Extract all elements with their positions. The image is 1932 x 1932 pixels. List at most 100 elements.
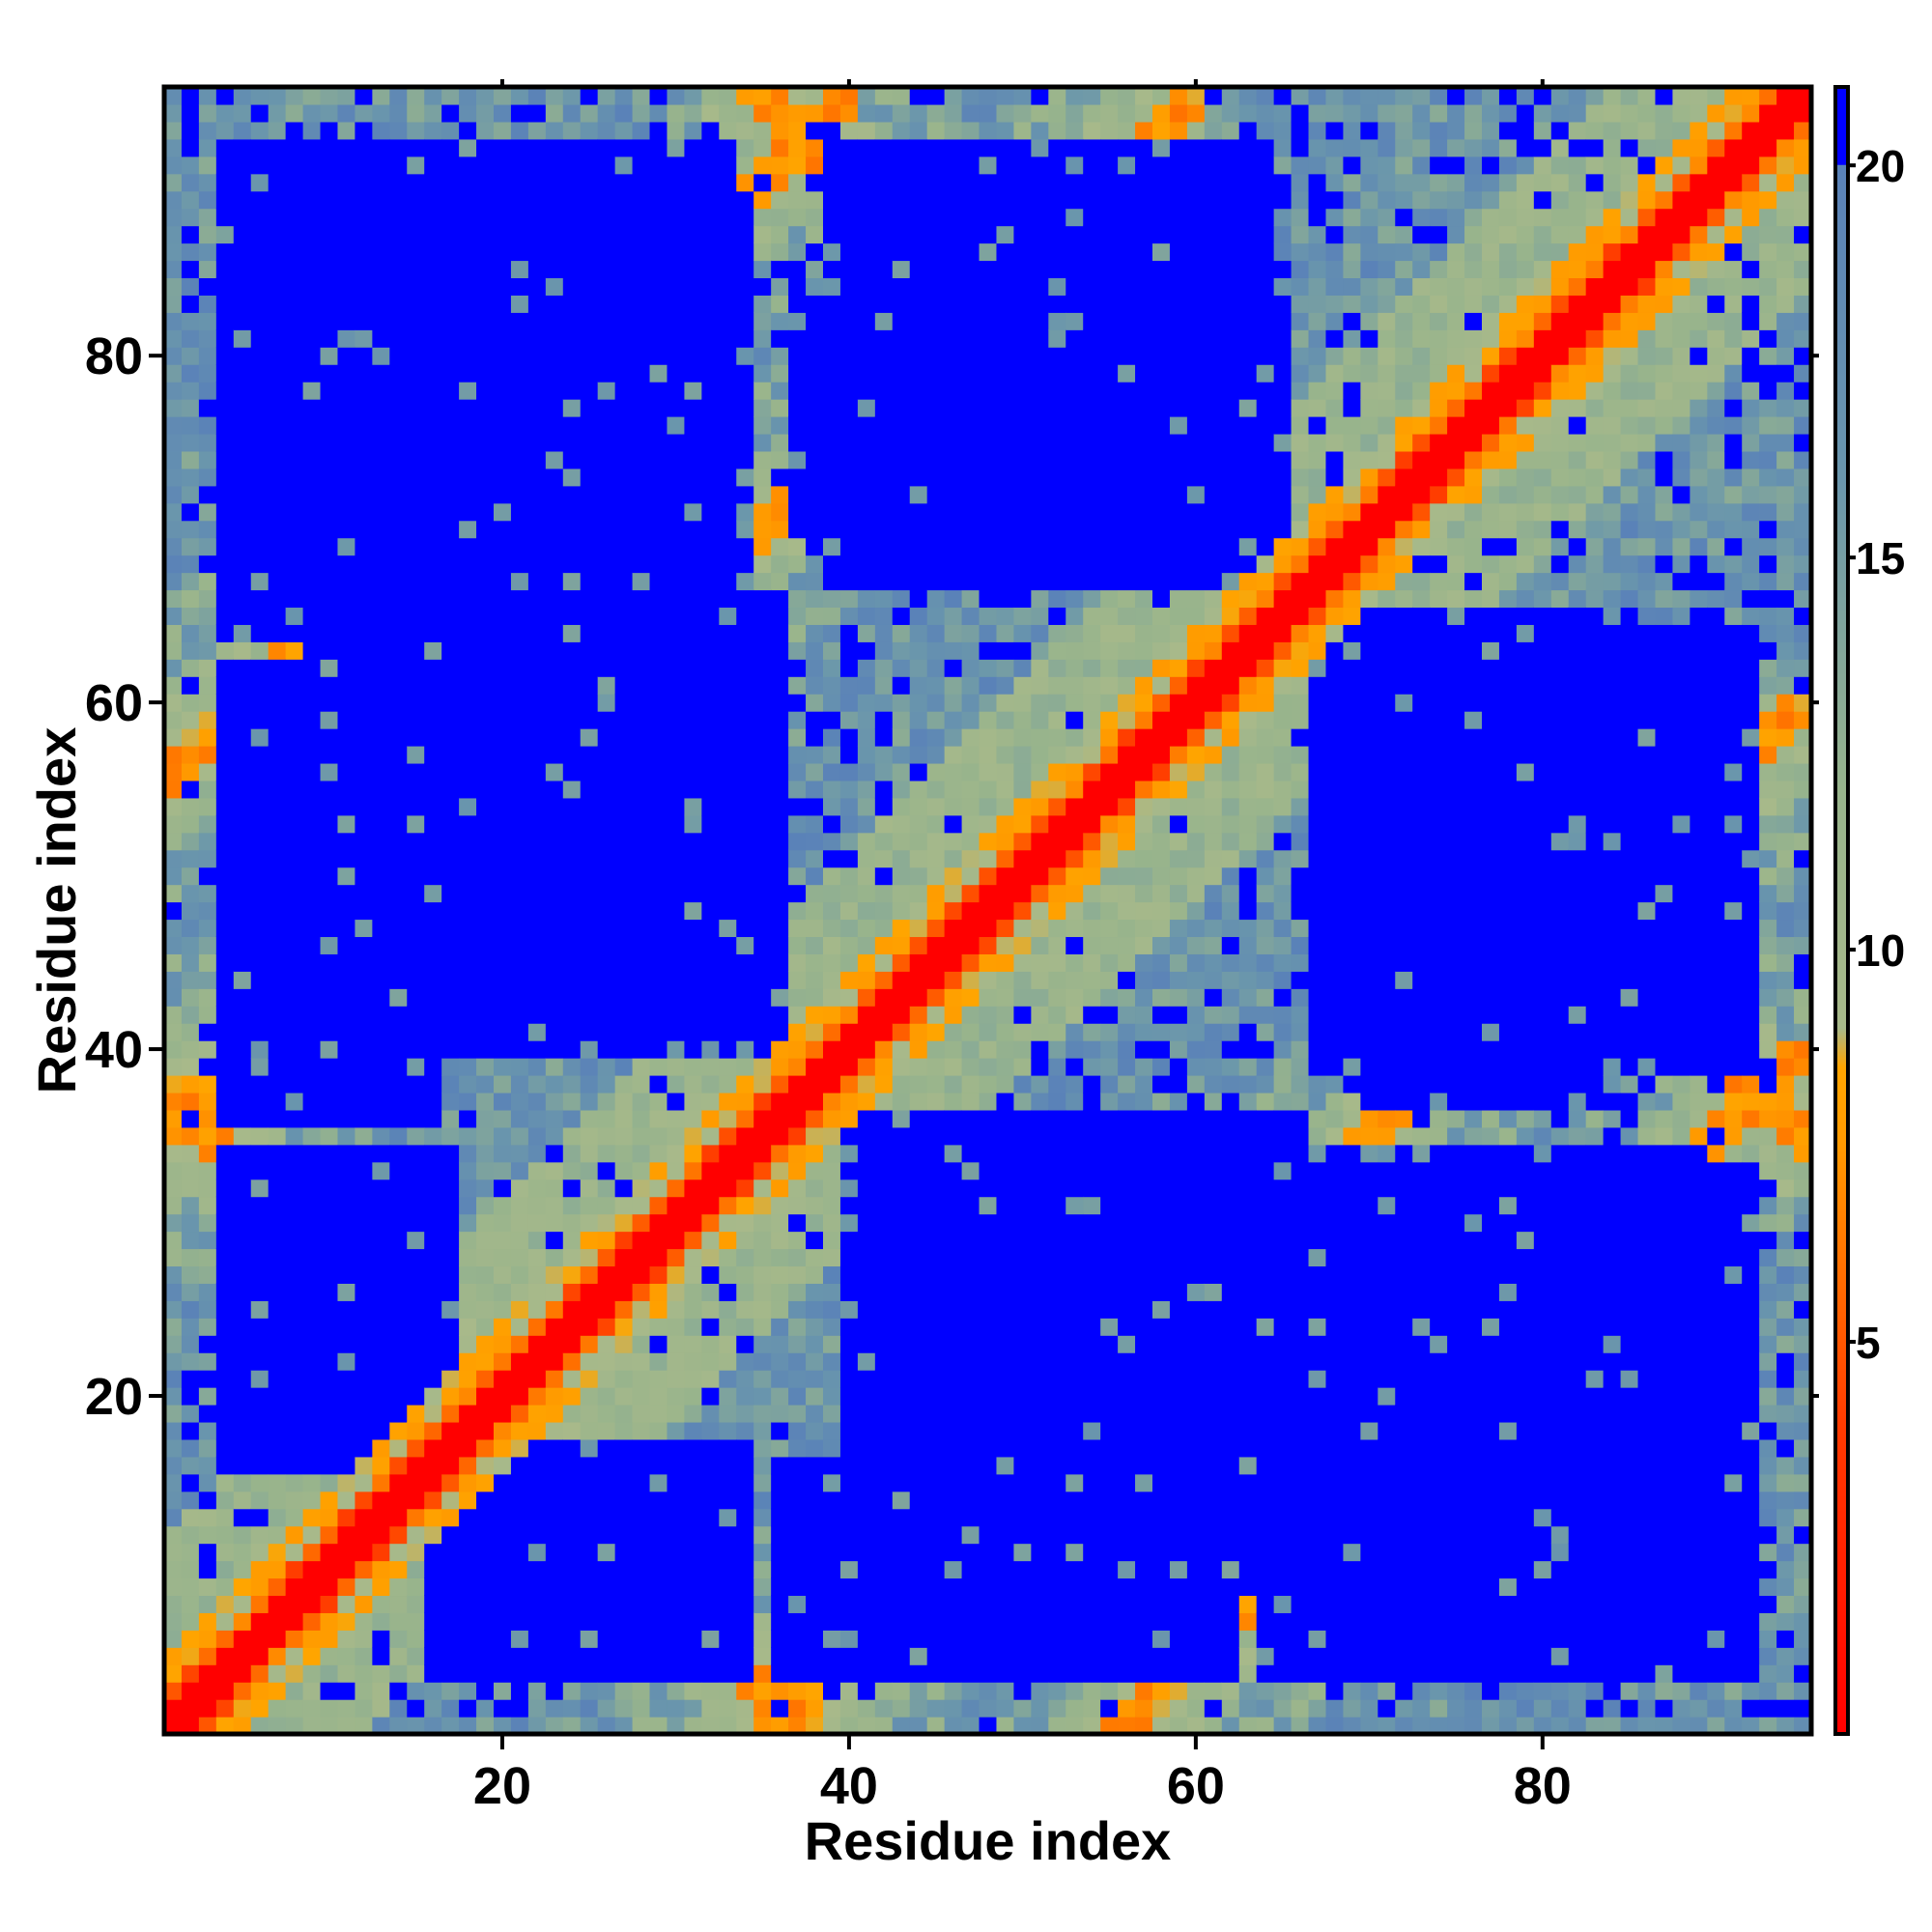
heatmap-cell	[215, 814, 235, 834]
heatmap-cell	[476, 711, 495, 729]
heatmap-cell	[944, 1421, 963, 1440]
heatmap-cell	[285, 1630, 304, 1648]
heatmap-cell	[649, 694, 668, 712]
heatmap-cell	[1031, 867, 1049, 886]
heatmap-cell	[806, 814, 824, 834]
heatmap-cell	[614, 242, 634, 262]
heatmap-cell	[753, 1405, 772, 1423]
heatmap-cell	[771, 971, 789, 989]
heatmap-cell	[736, 814, 754, 834]
heatmap-cell	[510, 364, 529, 383]
heatmap-cell	[1013, 1508, 1032, 1527]
heatmap-cell	[285, 450, 304, 469]
heatmap-cell	[441, 1300, 460, 1319]
heatmap-cell	[302, 797, 322, 816]
heatmap-cell	[545, 329, 564, 348]
heatmap-cell	[753, 1595, 772, 1613]
heatmap-cell	[1048, 1283, 1066, 1301]
heatmap-cell	[268, 572, 287, 591]
heatmap-cell	[979, 1543, 998, 1562]
heatmap-cell	[181, 103, 200, 123]
heatmap-cell	[164, 1023, 183, 1041]
heatmap-cell	[961, 382, 980, 400]
heatmap-cell	[771, 1543, 789, 1562]
heatmap-cell	[527, 832, 547, 851]
heatmap-cell	[337, 1040, 356, 1059]
heatmap-cell	[268, 347, 287, 365]
heatmap-cell	[372, 312, 390, 330]
heatmap-cell	[527, 87, 547, 105]
heatmap-cell	[164, 762, 183, 781]
heatmap-cell	[355, 225, 373, 244]
heatmap-cell	[892, 347, 911, 365]
heatmap-cell	[979, 1126, 998, 1146]
heatmap-cell	[372, 1473, 390, 1492]
heatmap-cell	[580, 312, 599, 330]
heatmap-cell	[944, 450, 963, 469]
heatmap-cell	[181, 364, 200, 383]
heatmap-cell	[892, 156, 911, 175]
heatmap-cell	[233, 867, 252, 886]
heatmap-cell	[545, 1161, 564, 1180]
heatmap-cell	[198, 416, 217, 435]
heatmap-cell	[441, 1248, 460, 1267]
heatmap-cell	[961, 1387, 980, 1406]
heatmap-cell	[181, 624, 200, 642]
heatmap-cell	[1013, 988, 1032, 1007]
heatmap-cell	[545, 1144, 564, 1163]
heatmap-cell	[736, 173, 754, 192]
heatmap-cell	[355, 676, 373, 695]
heatmap-cell	[285, 1438, 304, 1458]
heatmap-cell	[1031, 901, 1049, 921]
heatmap-cell	[355, 919, 373, 938]
heatmap-cell	[389, 537, 408, 556]
heatmap-cell	[250, 329, 270, 348]
heatmap-cell	[372, 1630, 390, 1648]
heatmap-cell	[389, 242, 408, 262]
heatmap-cell	[268, 295, 287, 313]
heatmap-cell	[632, 1543, 651, 1562]
heatmap-cell	[441, 312, 460, 330]
heatmap-cell	[285, 1456, 304, 1475]
heatmap-cell	[701, 589, 720, 609]
heatmap-cell	[268, 277, 287, 296]
heatmap-cell	[684, 1525, 702, 1545]
heatmap-cell	[1048, 190, 1066, 210]
heatmap-cell	[996, 1040, 1015, 1059]
heatmap-cell	[527, 156, 547, 175]
heatmap-cell	[823, 849, 841, 868]
heatmap-cell	[1013, 1612, 1032, 1631]
heatmap-cell	[562, 988, 582, 1007]
heatmap-cell	[961, 260, 980, 279]
heatmap-cell	[1031, 347, 1049, 365]
heatmap-cell	[459, 1058, 477, 1076]
heatmap-cell	[198, 312, 217, 330]
heatmap-cell	[562, 1213, 582, 1233]
heatmap-cell	[372, 208, 390, 227]
heatmap-cell	[441, 1543, 460, 1562]
heatmap-cell	[944, 1213, 963, 1233]
heatmap-cell	[580, 1717, 599, 1735]
heatmap-cell	[164, 103, 183, 123]
heatmap-cell	[441, 1126, 460, 1146]
heatmap-cell	[996, 762, 1015, 781]
heatmap-cell	[806, 1248, 824, 1267]
heatmap-cell	[823, 1387, 841, 1406]
heatmap-cell	[527, 138, 547, 157]
heatmap-cell	[909, 1699, 928, 1718]
heatmap-cell	[1031, 711, 1049, 729]
heatmap-cell	[701, 746, 720, 764]
heatmap-cell	[736, 1231, 754, 1250]
heatmap-cell	[857, 953, 876, 972]
heatmap-cell	[839, 1213, 859, 1233]
heatmap-cell	[250, 1126, 270, 1146]
heatmap-cell	[892, 971, 911, 989]
heatmap-cell	[1048, 1473, 1066, 1492]
heatmap-cell	[614, 1283, 634, 1301]
heatmap-cell	[909, 537, 928, 556]
heatmap-cell	[407, 121, 425, 140]
heatmap-cell	[909, 502, 928, 522]
heatmap-cell	[944, 746, 963, 764]
heatmap-cell	[198, 1179, 217, 1198]
